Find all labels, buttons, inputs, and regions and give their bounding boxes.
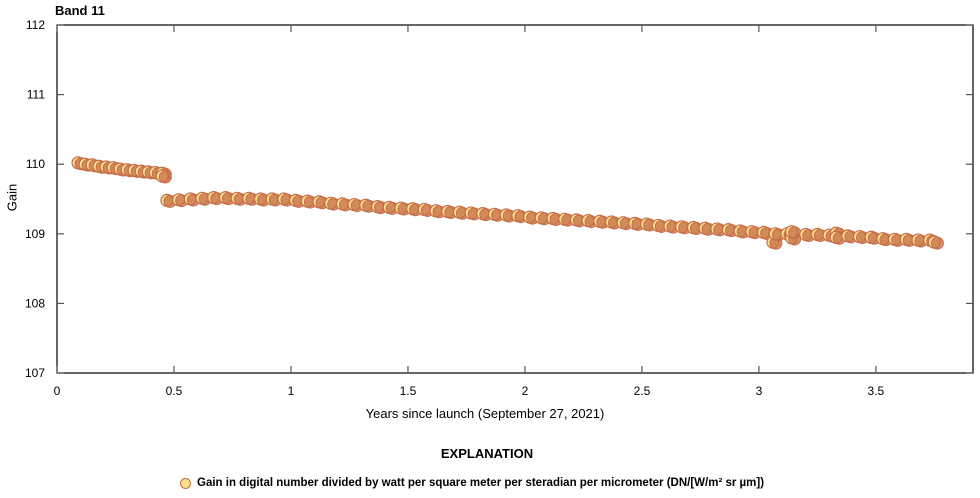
y-tick-label: 107 xyxy=(25,366,45,380)
x-tick-label: 0.5 xyxy=(166,384,183,398)
x-tick-label: 2.5 xyxy=(634,384,651,398)
x-tick-label: 2 xyxy=(522,384,529,398)
x-tick-label: 3 xyxy=(756,384,763,398)
legend-title: EXPLANATION xyxy=(440,446,534,461)
y-tick-label: 108 xyxy=(25,296,45,310)
legend-label: Gain in digital number divided by watt p… xyxy=(197,477,765,489)
x-tick-label: 0 xyxy=(54,384,61,398)
y-tick-label: 111 xyxy=(27,88,46,102)
chart-title: Band 11 xyxy=(55,3,105,18)
plot-frame xyxy=(56,24,974,374)
x-axis-label: Years since launch (September 27, 2021) xyxy=(365,406,605,421)
x-tick-label: 1 xyxy=(288,384,295,398)
legend-marker xyxy=(180,477,191,489)
x-tick-label: 3.5 xyxy=(868,384,885,398)
data-point-overlap xyxy=(788,226,802,240)
x-tick-label: 1.5 xyxy=(400,384,417,398)
y-tick-label: 110 xyxy=(26,157,45,171)
data-point-overlap xyxy=(158,170,172,184)
data-point-overlap xyxy=(930,236,944,250)
y-tick-label: 109 xyxy=(25,227,45,241)
y-axis-label: Gain xyxy=(4,183,20,212)
legend: Gain in digital number divided by watt p… xyxy=(180,477,764,489)
y-tick-label: 112 xyxy=(26,18,45,32)
